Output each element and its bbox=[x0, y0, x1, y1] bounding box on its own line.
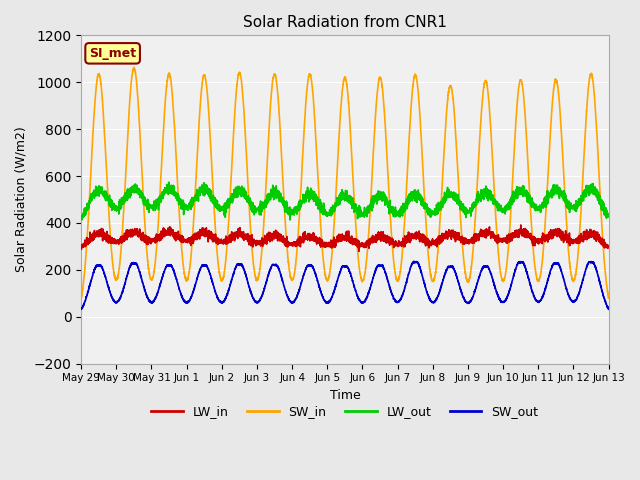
LW_in bbox=[605, 243, 612, 249]
SW_out bbox=[605, 306, 612, 312]
SW_in bbox=[130, 64, 138, 70]
LW_out bbox=[463, 207, 471, 213]
LW_out bbox=[286, 217, 294, 223]
SW_in bbox=[77, 295, 85, 301]
SW_out bbox=[493, 290, 500, 296]
LW_in bbox=[604, 243, 612, 249]
LW_in bbox=[434, 239, 442, 245]
Line: SW_out: SW_out bbox=[81, 261, 609, 309]
SW_in bbox=[604, 293, 612, 299]
LW_out bbox=[434, 205, 442, 211]
Line: LW_in: LW_in bbox=[81, 225, 609, 252]
SW_in bbox=[493, 231, 500, 237]
LW_out bbox=[325, 210, 333, 216]
LW_out bbox=[165, 180, 173, 185]
Legend: LW_in, SW_in, LW_out, SW_out: LW_in, SW_in, LW_out, SW_out bbox=[147, 400, 543, 423]
SW_out bbox=[434, 293, 442, 299]
SW_out bbox=[325, 299, 333, 305]
Line: SW_in: SW_in bbox=[81, 67, 609, 299]
SW_in bbox=[463, 277, 471, 283]
SW_in bbox=[605, 296, 612, 301]
LW_out bbox=[77, 216, 85, 222]
LW_in bbox=[517, 222, 525, 228]
Y-axis label: Solar Radiation (W/m2): Solar Radiation (W/m2) bbox=[15, 127, 28, 273]
SW_in bbox=[325, 274, 333, 280]
LW_out bbox=[605, 214, 612, 220]
LW_in bbox=[493, 236, 500, 241]
Title: Solar Radiation from CNR1: Solar Radiation from CNR1 bbox=[243, 15, 447, 30]
LW_out bbox=[604, 211, 612, 216]
SW_in bbox=[434, 249, 442, 255]
SW_out bbox=[604, 305, 612, 311]
SW_in bbox=[605, 295, 612, 301]
LW_in bbox=[463, 240, 471, 246]
X-axis label: Time: Time bbox=[330, 389, 360, 402]
LW_out bbox=[493, 200, 501, 205]
SW_out bbox=[463, 300, 471, 306]
LW_in bbox=[325, 243, 333, 249]
Text: SI_met: SI_met bbox=[89, 47, 136, 60]
SW_out bbox=[410, 258, 418, 264]
LW_out bbox=[172, 193, 180, 199]
LW_in bbox=[172, 234, 180, 240]
Line: LW_out: LW_out bbox=[81, 182, 609, 220]
LW_in bbox=[355, 249, 363, 254]
SW_out bbox=[172, 275, 180, 281]
SW_in bbox=[172, 153, 180, 158]
LW_in bbox=[77, 243, 85, 249]
SW_out bbox=[77, 306, 85, 312]
